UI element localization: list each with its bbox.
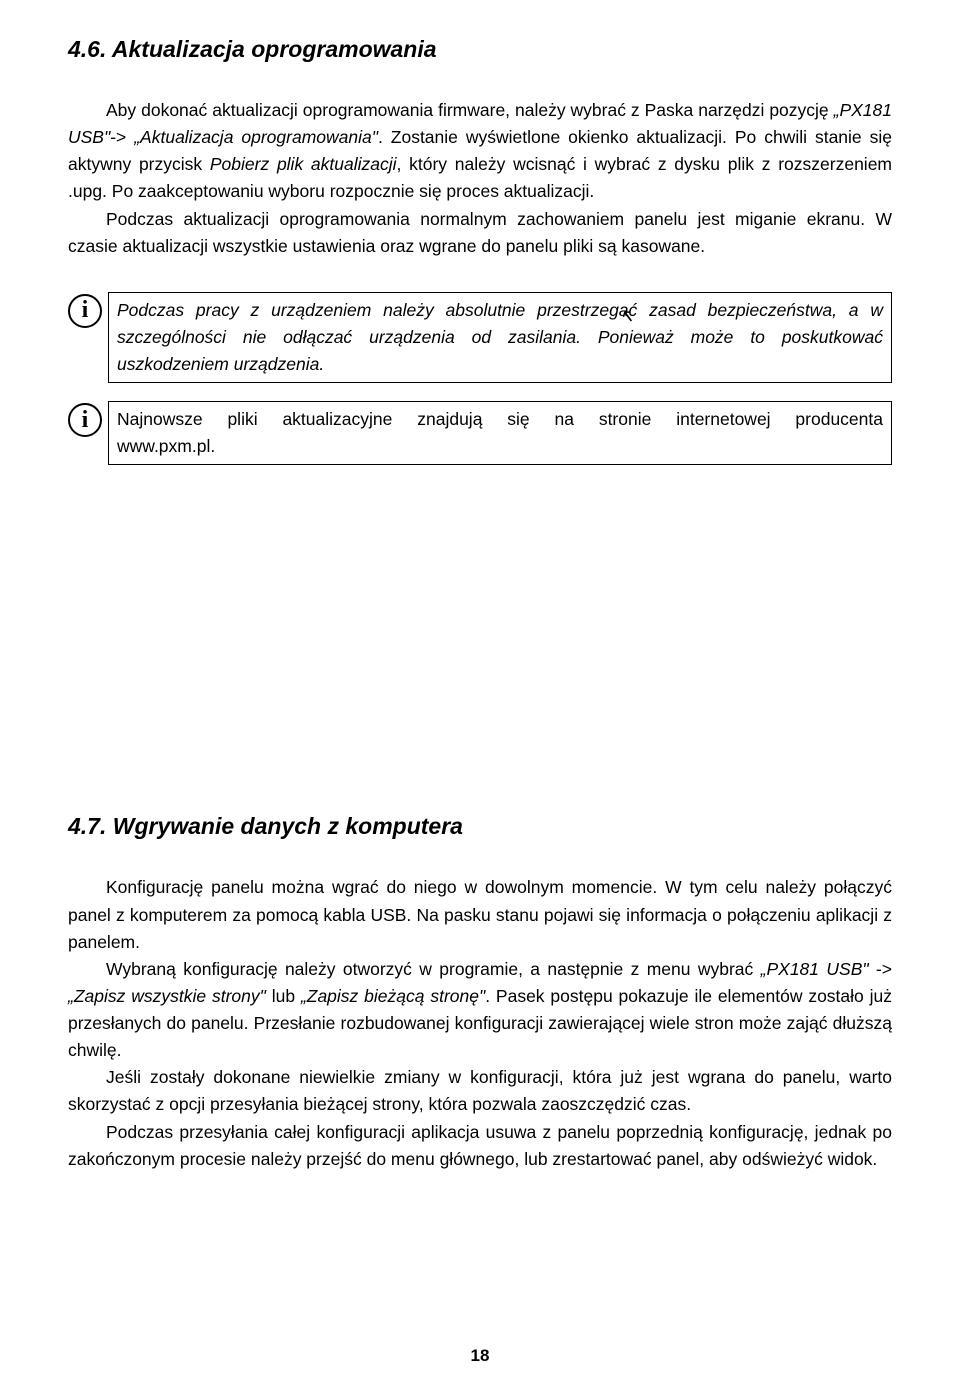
text-run: lub [266, 986, 301, 1006]
section-4-7-paragraph-1: Konfigurację panelu można wgrać do niego… [68, 874, 892, 955]
text-italic: „PX181 USB" [761, 959, 869, 979]
info-box-2-line2: www.pxm.pl. [117, 433, 883, 460]
text-run: -> [869, 959, 892, 979]
section-heading-4-6: 4.6. Aktualizacja oprogramowania [68, 36, 892, 63]
section-4-6-paragraph-1: Aby dokonać aktualizacji oprogramowania … [68, 97, 892, 206]
text-italic: „Aktualizacja oprogramowania" [134, 127, 378, 147]
section-heading-4-7: 4.7. Wgrywanie danych z komputera [68, 813, 892, 840]
info-box-1-row: Podczas pracy z urządzeniem należy absol… [68, 292, 892, 383]
info-box-2-row: Najnowsze pliki aktualizacyjne znajdują … [68, 401, 892, 465]
info-box-2: Najnowsze pliki aktualizacyjne znajdują … [108, 401, 892, 465]
section-4-7-paragraph-2: Wybraną konfigurację należy otworzyć w p… [68, 956, 892, 1065]
info-box-1: Podczas pracy z urządzeniem należy absol… [108, 292, 892, 383]
text-italic: Pobierz plik aktualizacji [210, 154, 397, 174]
text-run: Wybraną konfigurację należy otworzyć w p… [106, 959, 761, 979]
page-number: 18 [0, 1346, 960, 1366]
section-4-6-paragraph-2: Podczas aktualizacji oprogramowania norm… [68, 206, 892, 260]
info-box-2-line1: Najnowsze pliki aktualizacyjne znajdują … [117, 406, 883, 433]
text-run: Aby dokonać aktualizacji oprogramowania … [106, 100, 834, 120]
section-4-7-paragraph-4: Podczas przesyłania całej konfiguracji a… [68, 1119, 892, 1173]
info-icon [68, 403, 102, 437]
text-run: -> [110, 127, 134, 147]
info-icon [68, 294, 102, 328]
section-4-7-paragraph-3: Jeśli zostały dokonane niewielkie zmiany… [68, 1064, 892, 1118]
info-box-1-text: Podczas pracy z urządzeniem należy absol… [117, 300, 883, 374]
text-italic: „Zapisz wszystkie strony" [68, 986, 266, 1006]
text-italic: „Zapisz bieżącą stronę" [301, 986, 485, 1006]
